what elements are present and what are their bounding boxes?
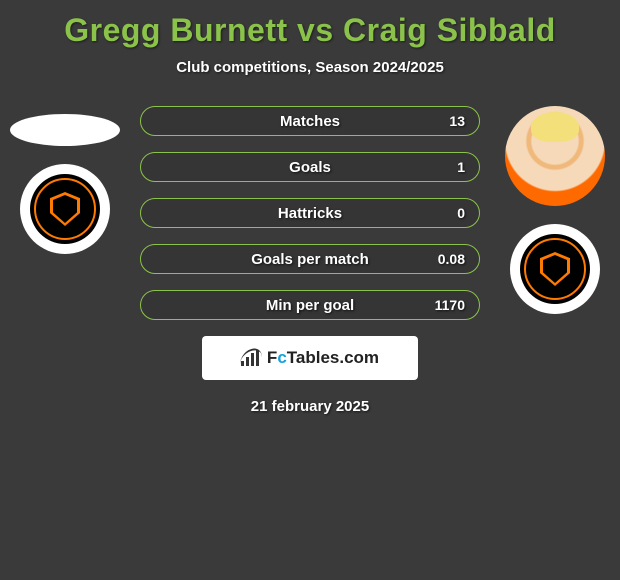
stat-row-goals: Goals 1 [140,152,480,182]
stat-row-goals-per-match: Goals per match 0.08 [140,244,480,274]
player-right-column [495,106,615,314]
stat-label: Matches [280,113,340,130]
date-label: 21 february 2025 [0,398,620,415]
player-left-photo [10,114,120,146]
stat-label: Goals [289,159,331,176]
page-title: Gregg Burnett vs Craig Sibbald [0,0,620,49]
stat-row-matches: Matches 13 [140,106,480,136]
player-left-column [5,106,125,254]
stat-label: Hattricks [278,205,342,222]
stat-row-min-per-goal: Min per goal 1170 [140,290,480,320]
brand-part1: F [267,348,277,367]
stat-value: 0 [457,205,465,221]
subtitle: Club competitions, Season 2024/2025 [0,59,620,76]
brand-chart-icon [241,350,261,366]
player-left-club-badge [20,164,110,254]
stats-bars: Matches 13 Goals 1 Hattricks 0 Goals per… [140,106,480,320]
player-right-club-badge [510,224,600,314]
brand-part2: c [277,348,286,367]
stat-label: Min per goal [266,297,354,314]
brand-badge: FcTables.com [202,336,418,380]
stat-value: 0.08 [438,251,465,267]
stat-label: Goals per match [251,251,369,268]
stat-value: 13 [449,113,465,129]
stat-value: 1 [457,159,465,175]
stat-row-hattricks: Hattricks 0 [140,198,480,228]
player-right-photo [505,106,605,206]
comparison-panel: Matches 13 Goals 1 Hattricks 0 Goals per… [0,106,620,415]
stat-value: 1170 [435,297,465,313]
brand-part3: Tables.com [287,348,379,367]
brand-text: FcTables.com [267,348,379,368]
